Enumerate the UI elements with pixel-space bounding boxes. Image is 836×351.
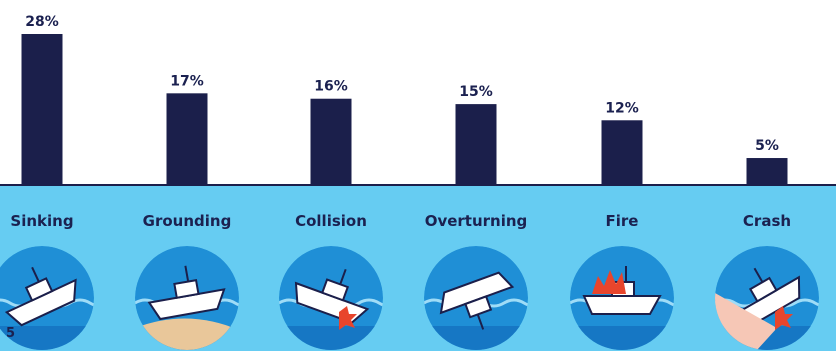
burning-boat-icon [570, 246, 674, 350]
value-label-grounding: 17% [170, 73, 204, 89]
category-label-grounding: Grounding [142, 212, 232, 230]
water-band [0, 185, 836, 351]
value-label-overturning: 15% [459, 84, 493, 100]
crash-boat-icon [715, 246, 819, 350]
category-label-overturning: Overturning [424, 212, 528, 230]
bar-crash [746, 158, 788, 185]
value-label-sinking: 28% [25, 14, 59, 30]
category-label-collision: Collision [295, 212, 367, 230]
sinking-boat-icon [0, 246, 94, 350]
value-label-crash: 5% [755, 138, 779, 154]
category-label-sinking: Sinking [10, 212, 74, 230]
value-label-fire: 12% [605, 100, 639, 116]
bar-collision [310, 98, 352, 185]
category-label-crash: Crash [742, 212, 792, 230]
category-label-fire: Fire [605, 212, 639, 230]
grounded-boat-icon [135, 246, 239, 350]
bar-grounding [166, 93, 208, 185]
bar-fire [601, 120, 643, 185]
value-label-collision: 16% [314, 79, 348, 95]
bar-overturning [455, 104, 497, 185]
bar-sinking [21, 34, 63, 185]
page-number: 5 [6, 326, 16, 341]
collision-boats-icon [279, 246, 383, 350]
overturned-boat-icon [424, 246, 528, 350]
